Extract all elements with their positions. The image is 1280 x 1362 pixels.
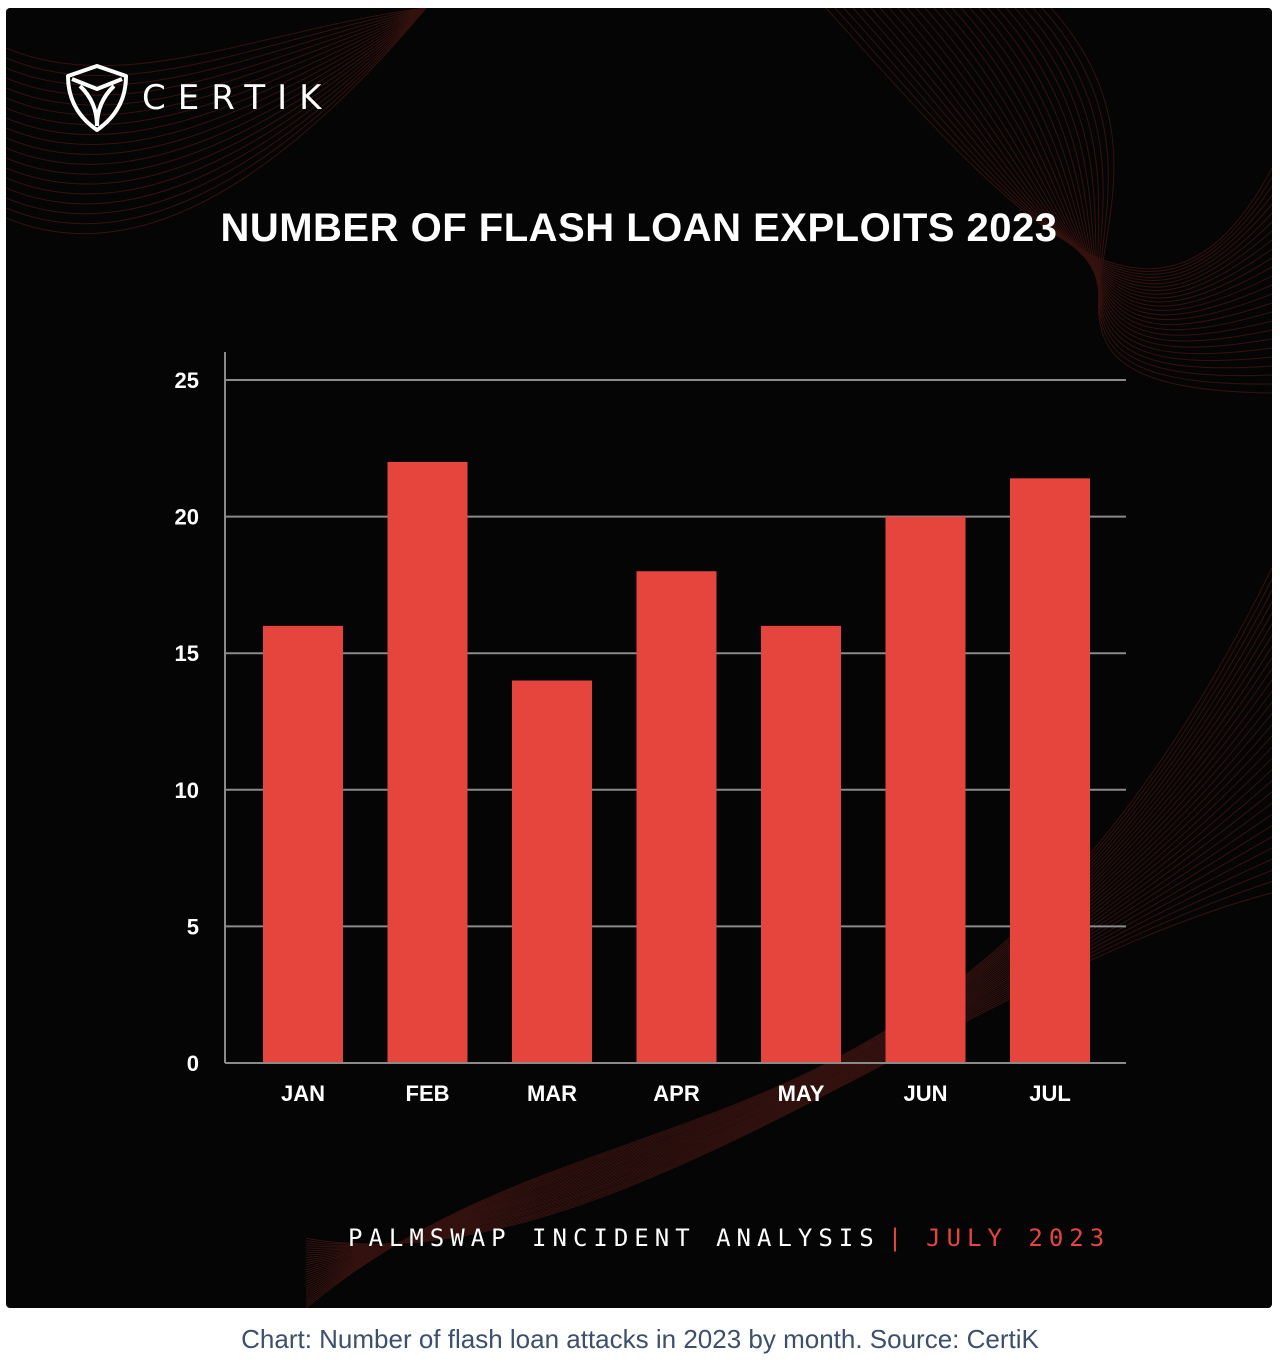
- chart-card: CERTIK NUMBER OF FLASH LOAN EXPLOITS 202…: [6, 8, 1272, 1308]
- x-tick-label: JUL: [1029, 1081, 1071, 1106]
- y-tick-label: 10: [175, 778, 199, 803]
- brand-name: CERTIK: [142, 78, 334, 118]
- footer-separator: |: [887, 1224, 909, 1252]
- chart-title: NUMBER OF FLASH LOAN EXPLOITS 2023: [220, 206, 1058, 250]
- x-tick-label: MAY: [778, 1081, 825, 1106]
- x-tick-label: MAR: [527, 1081, 577, 1106]
- y-tick-label: 25: [175, 368, 199, 393]
- bar-feb: [387, 461, 468, 1064]
- footer-date: JULY 2023: [926, 1224, 1111, 1252]
- bar-jun: [885, 516, 966, 1063]
- footer-report-title: PALMSWAP INCIDENT ANALYSIS: [348, 1224, 880, 1252]
- bar-may: [761, 625, 841, 1063]
- x-tick-label: JUN: [903, 1081, 947, 1106]
- y-tick-label: 0: [187, 1051, 199, 1076]
- background-line-pattern: [6, 8, 1272, 1308]
- bar-jul: [1010, 478, 1090, 1063]
- certik-shield-icon: [66, 64, 128, 132]
- chart-caption: Chart: Number of flash loan attacks in 2…: [241, 1324, 1039, 1354]
- y-tick-label: 15: [175, 641, 199, 666]
- brand-logo: CERTIK: [64, 62, 333, 134]
- bar-chart: 0 5 10 15 20 25 JAN FEB MAR APR MAY JUN JUL: [175, 352, 1126, 1106]
- bar-mar: [512, 680, 592, 1063]
- y-tick-label: 5: [187, 914, 199, 939]
- bar-apr: [636, 571, 717, 1063]
- x-tick-label: APR: [653, 1081, 700, 1106]
- x-tick-label: JAN: [281, 1081, 325, 1106]
- x-tick-label: FEB: [406, 1081, 450, 1106]
- footer-banner: PALMSWAP INCIDENT ANALYSIS | JULY 2023: [348, 1224, 1110, 1252]
- y-tick-label: 20: [175, 505, 199, 530]
- bar-jan: [263, 625, 343, 1063]
